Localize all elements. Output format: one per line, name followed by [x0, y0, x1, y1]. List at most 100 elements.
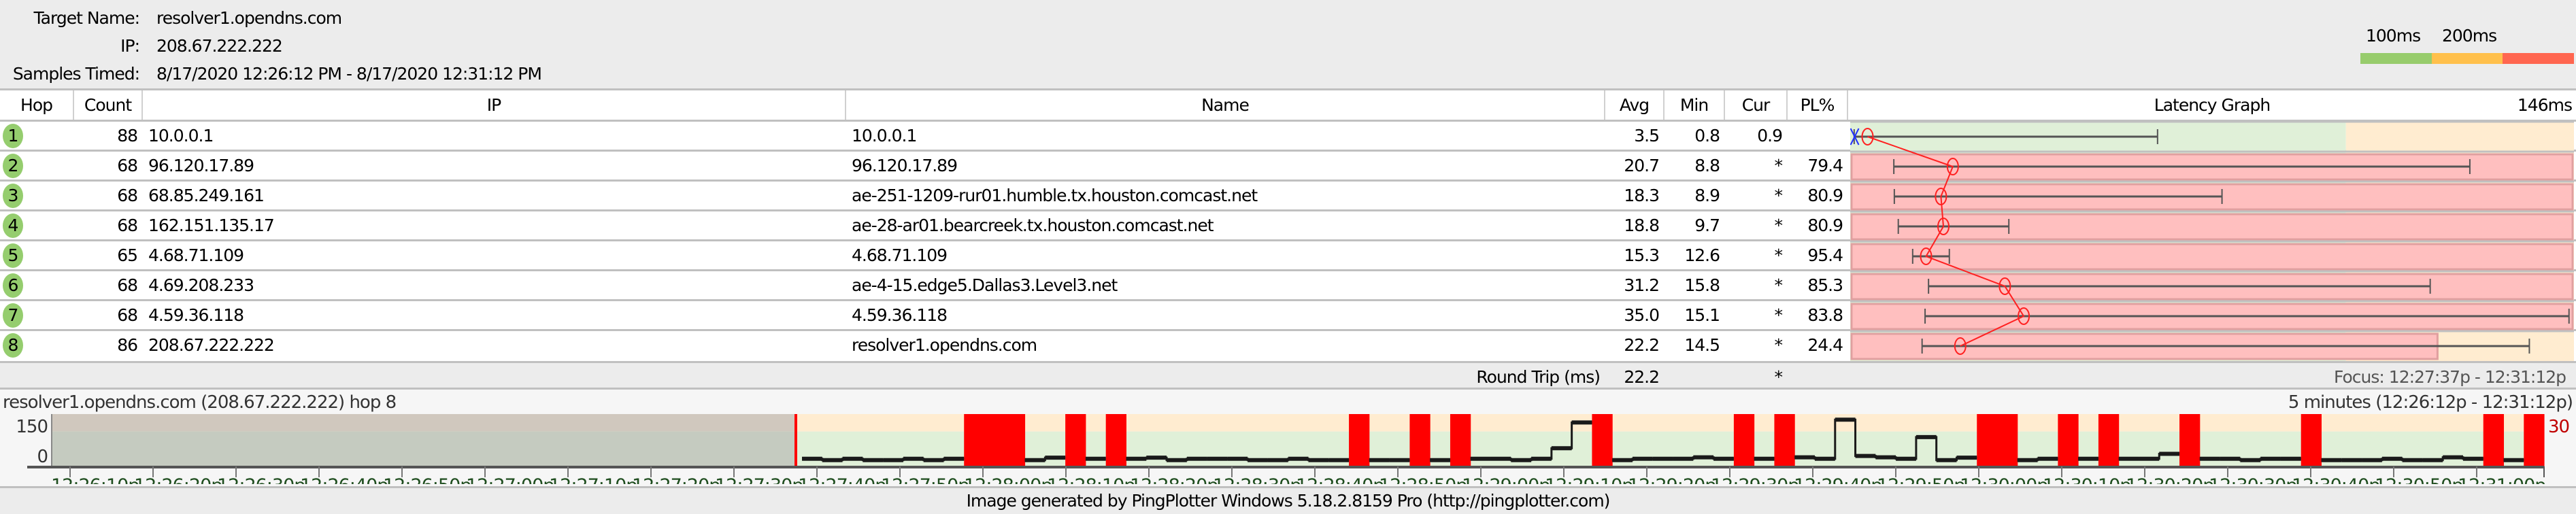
- packet-loss-marker: [1409, 414, 1431, 466]
- time-tick-label: 12:26:40p: [300, 475, 388, 484]
- latency-color-legend: [2360, 53, 2575, 64]
- hop-ip: 208.67.222.222: [148, 335, 275, 355]
- hop-cur: 0.9: [1757, 126, 1783, 145]
- hop-min: 15.1: [1684, 305, 1720, 325]
- time-tick-label: 12:29:10p: [1545, 475, 1633, 484]
- hop-row[interactable]: 7 68 4.59.36.118 4.59.36.118 35.0 15.1 * 83.8: [0, 299, 2576, 329]
- hop-row[interactable]: 1 88 10.0.0.1 10.0.0.1 3.5 0.8 0.9: [0, 120, 2576, 150]
- hop-number: 6: [3, 273, 23, 298]
- packet-loss-marker: [1997, 414, 2018, 466]
- samples-timed-value: 8/17/2020 12:26:12 PM - 8/17/2020 12:31:…: [156, 64, 542, 84]
- hop-cur: *: [1774, 216, 1784, 235]
- hop-avg: 15.3: [1624, 245, 1660, 265]
- column-header-latency-graph[interactable]: Latency Graph: [2154, 95, 2271, 115]
- packet-loss-marker: [1977, 414, 1998, 466]
- hop-number: 5: [3, 243, 23, 268]
- pl-scale-label: 30: [2548, 417, 2569, 437]
- time-tick-label: 12:29:20p: [1628, 475, 1716, 484]
- legend-100ms: 100ms: [2366, 26, 2421, 46]
- column-header-name[interactable]: Name: [846, 90, 1605, 120]
- hop-row[interactable]: 6 68 4.69.208.233 ae-4-15.edge5.Dallas3.Lev…: [0, 269, 2576, 299]
- packet-loss-marker: [1004, 414, 1026, 466]
- hop-name: resolver1.opendns.com: [852, 335, 1037, 355]
- hop-row[interactable]: 3 68 68.85.249.161 ae-251-1209-rur01.humble…: [0, 179, 2576, 209]
- time-tick-label: 12:28:30p: [1213, 475, 1301, 484]
- column-header-count[interactable]: Count: [74, 90, 143, 120]
- hop-row[interactable]: 2 68 96.120.17.89 96.120.17.89 20.7 8.8 * 79.4: [0, 150, 2576, 179]
- hop-number: 4: [3, 213, 23, 238]
- time-tick-label: 12:27:10p: [549, 475, 637, 484]
- hop-min: 8.9: [1694, 186, 1720, 205]
- hop-ip: 68.85.249.161: [148, 186, 265, 205]
- legend-orange: [2431, 53, 2503, 64]
- time-tick-label: 12:27:00p: [466, 475, 554, 484]
- packet-loss-marker: [1349, 414, 1370, 466]
- column-header-pl[interactable]: PL%: [1788, 90, 1848, 120]
- hop-ip: 96.120.17.89: [148, 156, 254, 175]
- hop-ip: 4.69.208.233: [148, 275, 254, 295]
- hop-ip: 162.151.135.17: [148, 216, 275, 235]
- column-header-min[interactable]: Min: [1665, 90, 1725, 120]
- hop-name: 4.68.71.109: [852, 245, 948, 265]
- hop-name: 4.59.36.118: [852, 305, 948, 325]
- target-name-value: resolver1.opendns.com: [156, 8, 342, 28]
- hop-avg: 22.2: [1624, 335, 1660, 355]
- round-trip-row: Round Trip (ms) 22.2 * Focus: 12:27:37p …: [0, 361, 2576, 390]
- time-tick-label: 12:30:00p: [1960, 475, 2047, 484]
- time-tick-label: 12:30:40p: [2292, 475, 2379, 484]
- avg-latency-marker: [1920, 247, 1933, 265]
- graph-scale-label: 146ms: [2517, 95, 2573, 115]
- packet-loss-marker: [1592, 414, 1613, 466]
- hop-name: ae-4-15.edge5.Dallas3.Level3.net: [852, 275, 1118, 295]
- time-tick-label: 12:27:30p: [715, 475, 803, 484]
- hop-pl: 83.8: [1807, 305, 1843, 325]
- column-header-cur[interactable]: Cur: [1725, 90, 1788, 120]
- packet-loss-marker: [964, 414, 985, 466]
- hop-count: 88: [117, 126, 138, 145]
- hop-cur: *: [1774, 156, 1784, 175]
- packet-loss-marker: [1105, 414, 1126, 466]
- time-tick-label: 12:26:10p: [51, 475, 139, 484]
- hop-min: 0.8: [1694, 126, 1720, 145]
- hop-number-badge: 4: [0, 211, 74, 239]
- time-tick-label: 12:29:40p: [1794, 475, 1881, 484]
- avg-latency-marker: [2018, 307, 2030, 325]
- avg-latency-marker: [1946, 158, 1959, 175]
- hop-number-badge: 8: [0, 331, 74, 359]
- hop-count: 86: [117, 335, 138, 355]
- hop-pl: 24.4: [1807, 335, 1843, 355]
- packet-loss-marker: [2098, 414, 2120, 466]
- packet-loss-marker: [1733, 414, 1755, 466]
- hop-row[interactable]: 8 86 208.67.222.222 resolver1.opendns.com 22…: [0, 329, 2576, 359]
- hop-row[interactable]: 5 65 4.68.71.109 4.68.71.109 15.3 12.6 * 95.4: [0, 239, 2576, 269]
- hop-cur: *: [1774, 186, 1784, 205]
- samples-timed-label: Samples Timed:: [12, 64, 140, 84]
- time-tick-label: 12:28:40p: [1296, 475, 1384, 484]
- hop-min: 9.7: [1694, 216, 1720, 235]
- y-tick-150: 150: [16, 417, 48, 437]
- hop-avg: 31.2: [1624, 275, 1660, 295]
- packet-loss-marker: [2301, 414, 2322, 466]
- legend-red: [2503, 53, 2575, 64]
- timeline-title: resolver1.opendns.com (208.67.222.222) h…: [3, 392, 396, 413]
- hop-ip: 4.68.71.109: [148, 245, 244, 265]
- hop-cur: *: [1774, 275, 1784, 295]
- hop-row[interactable]: 4 68 162.151.135.17 ae-28-ar01.bearcreek.tx…: [0, 209, 2576, 239]
- time-tick-label: 12:26:20p: [134, 475, 222, 484]
- hop-count: 68: [117, 305, 138, 325]
- hop-number-badge: 3: [0, 182, 74, 209]
- round-trip-label: Round Trip (ms): [1476, 367, 1601, 387]
- column-header-hop[interactable]: Hop: [0, 90, 74, 120]
- avg-latency-line: [1867, 136, 2025, 347]
- column-header-avg[interactable]: Avg: [1605, 90, 1665, 120]
- hop-count: 68: [117, 275, 138, 295]
- packet-loss-marker: [2058, 414, 2079, 466]
- hop-number: 8: [3, 333, 23, 358]
- timeline-graph[interactable]: resolver1.opendns.com (208.67.222.222) h…: [0, 388, 2576, 484]
- time-tick-label: 12:27:50p: [881, 475, 969, 484]
- hop-count: 65: [117, 245, 138, 265]
- hop-pl: [1788, 122, 1848, 150]
- time-tick-label: 12:26:30p: [217, 475, 305, 484]
- hop-number: 1: [3, 124, 23, 148]
- column-header-ip[interactable]: IP: [143, 90, 846, 120]
